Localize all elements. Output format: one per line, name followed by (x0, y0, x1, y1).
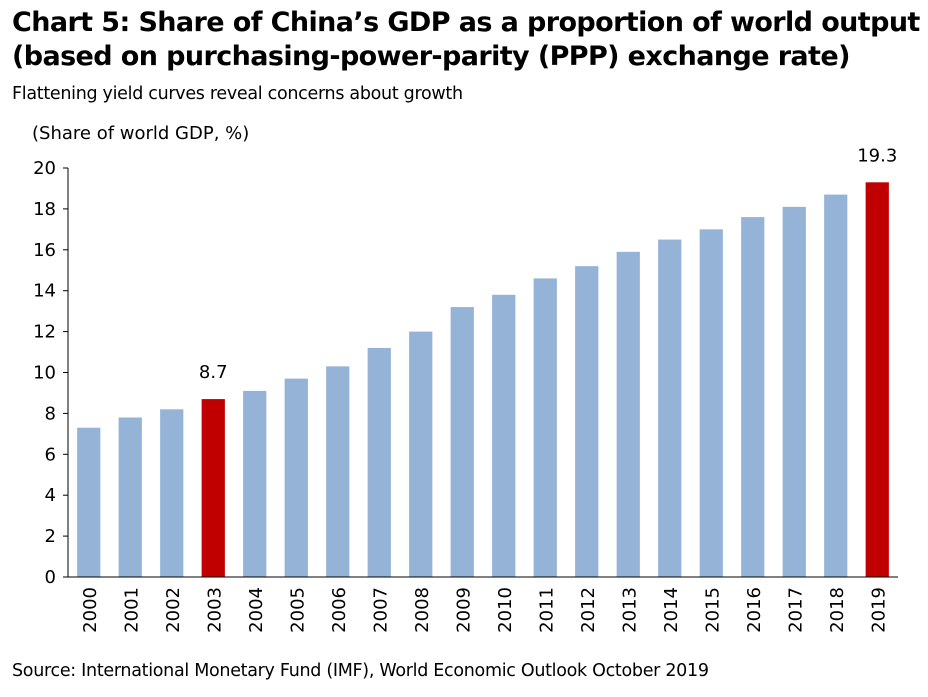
x-tick-label: 2016 (744, 587, 765, 633)
bar-2002 (160, 409, 184, 577)
x-tick-label: 2002 (163, 587, 184, 633)
x-tick-label: 2003 (204, 587, 225, 633)
x-tick-label: 2004 (246, 587, 267, 633)
x-tick-label: 2017 (785, 587, 806, 633)
bar-2015 (699, 229, 723, 577)
x-tick-label: 2010 (495, 587, 516, 633)
bar-2008 (409, 331, 433, 577)
bar-2001 (118, 417, 142, 577)
data-label-2019: 19.3 (857, 145, 897, 166)
y-axis-label: (Share of world GDP, %) (32, 123, 249, 144)
x-tick-label: 2008 (412, 587, 433, 633)
bar-2012 (575, 266, 599, 577)
bar-2003 (201, 399, 225, 577)
y-tick-label: 10 (33, 363, 56, 384)
chart-subtitle: Flattening yield curves reveal concerns … (12, 84, 463, 104)
y-tick-label: 14 (33, 281, 56, 302)
x-tick-label: 2019 (868, 587, 889, 633)
bar-2014 (658, 239, 682, 577)
source-note: Source: International Monetary Fund (IMF… (12, 661, 709, 681)
x-tick-label: 2007 (370, 587, 391, 633)
data-label-2003: 8.7 (199, 362, 228, 383)
x-tick-label: 2012 (578, 587, 599, 633)
x-tick-label: 2014 (661, 587, 682, 633)
bar-2019 (865, 182, 889, 577)
y-tick-label: 16 (33, 240, 56, 261)
x-tick-label: 2018 (827, 587, 848, 633)
y-tick-label: 0 (45, 567, 56, 588)
y-tick-label: 18 (33, 199, 56, 220)
bar-2011 (533, 278, 557, 577)
y-tick-label: 6 (45, 444, 56, 465)
y-tick-label: 12 (33, 322, 56, 343)
x-tick-label: 2011 (536, 587, 557, 633)
bar-2017 (782, 206, 806, 578)
x-tick-label: 2013 (619, 587, 640, 633)
y-tick-label: 20 (33, 158, 56, 179)
x-tick-label: 2001 (121, 587, 142, 633)
x-tick-label: 2005 (287, 587, 308, 633)
chart-title-line1: Chart 5: Share of China’s GDP as a propo… (12, 7, 920, 38)
y-tick-label: 8 (45, 403, 56, 424)
bar-2000 (77, 427, 101, 577)
chart-title: Chart 5: Share of China’s GDP as a propo… (12, 6, 922, 74)
x-tick-label: 2009 (453, 587, 474, 633)
x-tick-label: 2000 (80, 587, 101, 633)
y-tick-label: 2 (45, 526, 56, 547)
chart-title-line2: (based on purchasing-power-parity (PPP) … (12, 41, 850, 72)
x-tick-label: 2015 (702, 587, 723, 633)
bar-2016 (741, 217, 765, 577)
bar-2005 (284, 378, 308, 577)
bar-2013 (616, 251, 640, 577)
bar-2018 (824, 194, 848, 577)
bar-2009 (450, 307, 474, 577)
bar-2007 (367, 347, 391, 577)
bar-2004 (243, 390, 267, 577)
x-tick-label: 2006 (329, 587, 350, 633)
bar-2010 (492, 294, 516, 577)
y-tick-label: 4 (45, 485, 56, 506)
bar-2006 (326, 366, 350, 577)
